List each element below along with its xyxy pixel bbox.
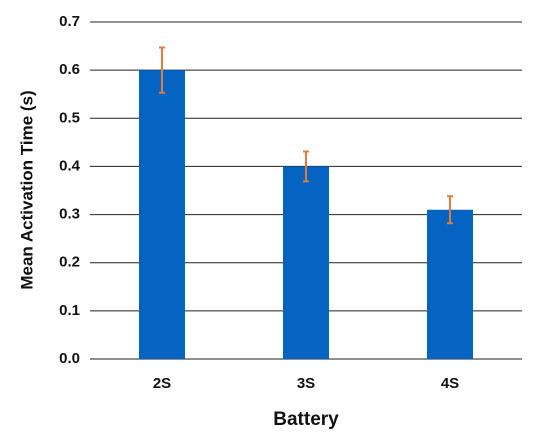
error-bar [159, 46, 165, 94]
y-tick-label: 0.3 [59, 206, 80, 223]
y-tick-label: 0.0 [59, 350, 80, 367]
bar [283, 166, 329, 359]
bar [139, 70, 185, 360]
error-bar [447, 195, 453, 225]
y-tick-label: 0.4 [59, 157, 81, 174]
x-tick-label: 2S [153, 375, 171, 392]
x-tick-label: 3S [297, 375, 315, 392]
x-tick-label: 4S [441, 375, 459, 392]
bar [427, 209, 473, 359]
x-axis-title: Battery [273, 409, 339, 430]
y-tick-label: 0.2 [59, 254, 80, 271]
y-axis-title: Mean Activation Time (s) [17, 90, 36, 289]
y-tick-label: 0.5 [59, 109, 80, 126]
error-bar [303, 150, 309, 183]
y-tick-label: 0.1 [59, 302, 80, 319]
y-tick-label: 0.7 [59, 13, 80, 30]
y-tick-label: 0.6 [59, 61, 80, 78]
